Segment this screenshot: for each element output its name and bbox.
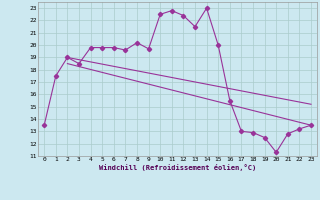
X-axis label: Windchill (Refroidissement éolien,°C): Windchill (Refroidissement éolien,°C) [99, 164, 256, 171]
